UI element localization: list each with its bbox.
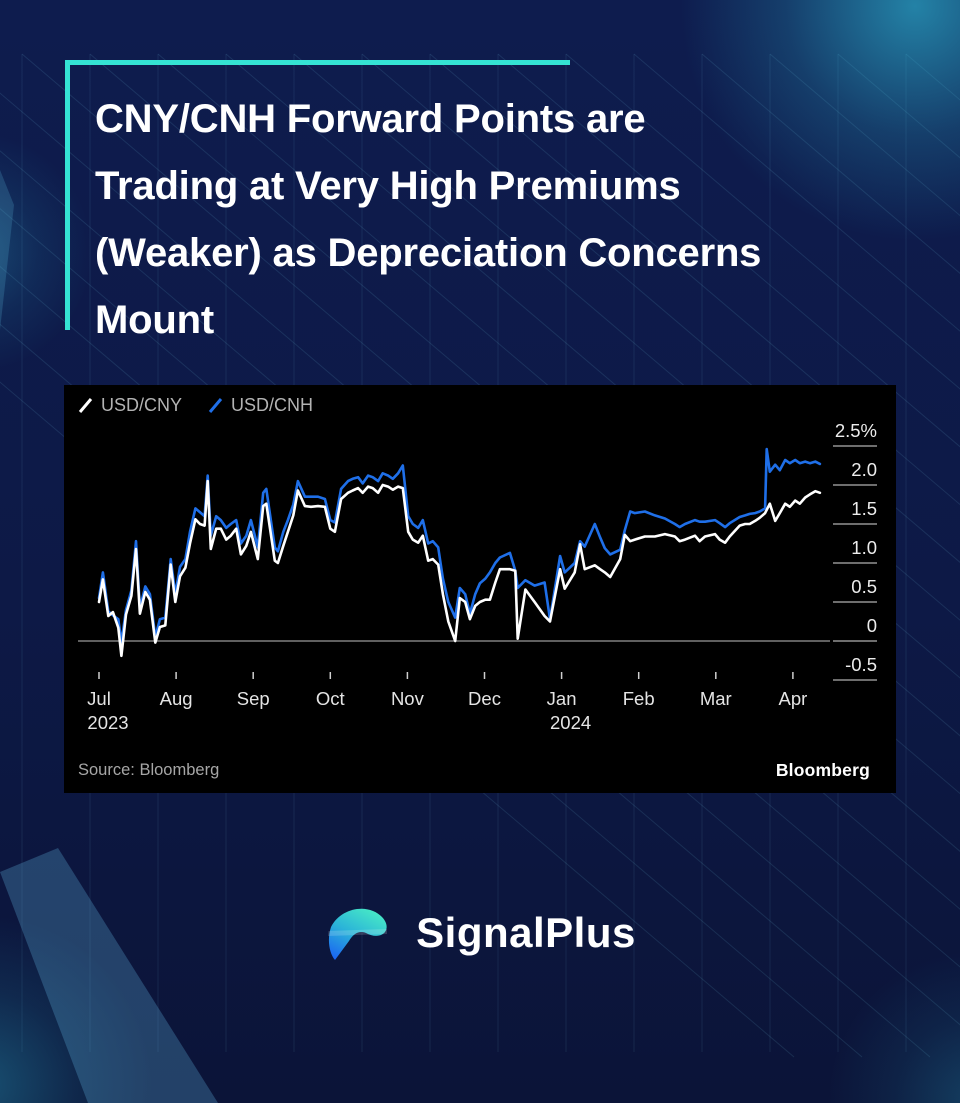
svg-text:Oct: Oct xyxy=(316,688,345,709)
svg-text:Aug: Aug xyxy=(160,688,193,709)
y-axis: 2.5% 2.0 1.5 1.0 0.5 0 -0.5 xyxy=(833,420,877,681)
series-usdcny xyxy=(97,479,822,658)
chart-source-label: Source: Bloomberg xyxy=(78,761,220,779)
title-line: (Weaker) as Depreciation Concerns xyxy=(95,231,762,275)
legend-item-usdcny: USD/CNY xyxy=(78,395,182,416)
brand-footer: SignalPlus xyxy=(0,901,960,965)
svg-text:Sep: Sep xyxy=(237,688,270,709)
title-line: Mount xyxy=(95,298,214,342)
legend-item-usdcnh: USD/CNH xyxy=(208,395,313,416)
legend-label: USD/CNH xyxy=(231,395,314,415)
svg-text:Dec: Dec xyxy=(468,688,501,709)
svg-text:1.0: 1.0 xyxy=(851,537,877,558)
brand-name: SignalPlus xyxy=(416,909,636,956)
slash-icon xyxy=(208,398,223,413)
svg-text:-0.5: -0.5 xyxy=(845,654,877,675)
bloomberg-chart: 2.5% 2.0 1.5 1.0 0.5 0 -0.5 Jul Aug Sep Oct Nov Dec J… xyxy=(64,385,896,793)
x-axis: Jul Aug Sep Oct Nov Dec Jan Feb Mar Apr 2023 2024 xyxy=(87,672,807,733)
svg-text:0: 0 xyxy=(867,615,877,636)
svg-text:Apr: Apr xyxy=(779,688,808,709)
bloomberg-wordmark: Bloomberg xyxy=(775,760,870,780)
svg-text:2024: 2024 xyxy=(550,712,591,733)
signalplus-wave-icon xyxy=(328,908,388,960)
svg-text:1.5: 1.5 xyxy=(851,498,877,519)
slash-icon xyxy=(78,398,93,413)
svg-text:2.0: 2.0 xyxy=(851,459,877,480)
svg-text:Jul: Jul xyxy=(87,688,111,709)
title-line: CNY/CNH Forward Points are xyxy=(95,97,646,141)
title-line: Trading at Very High Premiums xyxy=(95,164,681,208)
svg-text:Nov: Nov xyxy=(391,688,425,709)
svg-text:Feb: Feb xyxy=(623,688,655,709)
title-accent-top-rule xyxy=(65,60,570,65)
title-accent-left-rule xyxy=(65,60,70,330)
page-title: CNY/CNH Forward Points are Trading at Ve… xyxy=(95,86,905,354)
svg-text:Mar: Mar xyxy=(700,688,732,709)
svg-text:Jan: Jan xyxy=(547,688,577,709)
svg-text:2023: 2023 xyxy=(87,712,128,733)
chart-legend: USD/CNY USD/CNH xyxy=(78,395,313,416)
series-usdcnh xyxy=(97,447,822,644)
svg-text:2.5%: 2.5% xyxy=(835,420,877,441)
svg-text:0.5: 0.5 xyxy=(851,576,877,597)
legend-label: USD/CNY xyxy=(101,395,183,415)
